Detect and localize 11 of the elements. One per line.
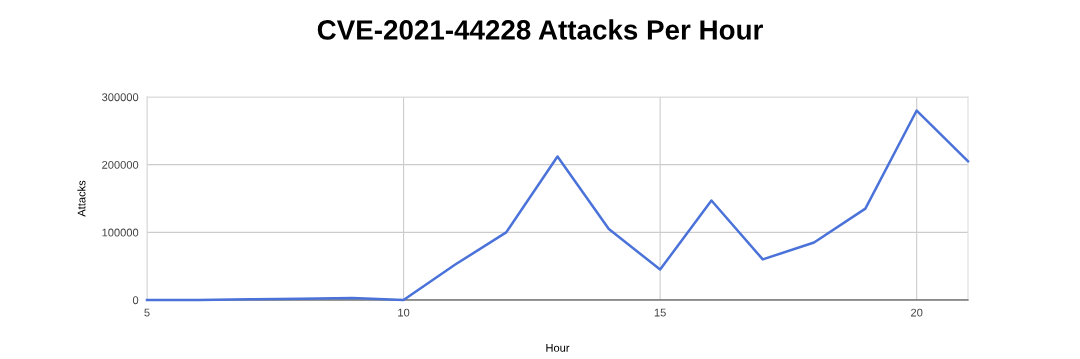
x-tick-label: 10 <box>398 308 410 317</box>
x-tick-label: 20 <box>911 308 923 317</box>
x-tick-label: 5 <box>144 308 150 317</box>
y-tick-label: 200000 <box>102 160 139 169</box>
chart-title: CVE-2021-44228 Attacks Per Hour <box>317 19 763 40</box>
x-tick-label: 15 <box>654 308 666 317</box>
y-axis-title: Attacks <box>77 180 86 217</box>
y-tick-label: 100000 <box>102 228 139 237</box>
y-tick-label: 0 <box>132 296 139 305</box>
x-axis-title: Hour <box>546 344 570 352</box>
y-tick-label: 300000 <box>102 93 139 102</box>
